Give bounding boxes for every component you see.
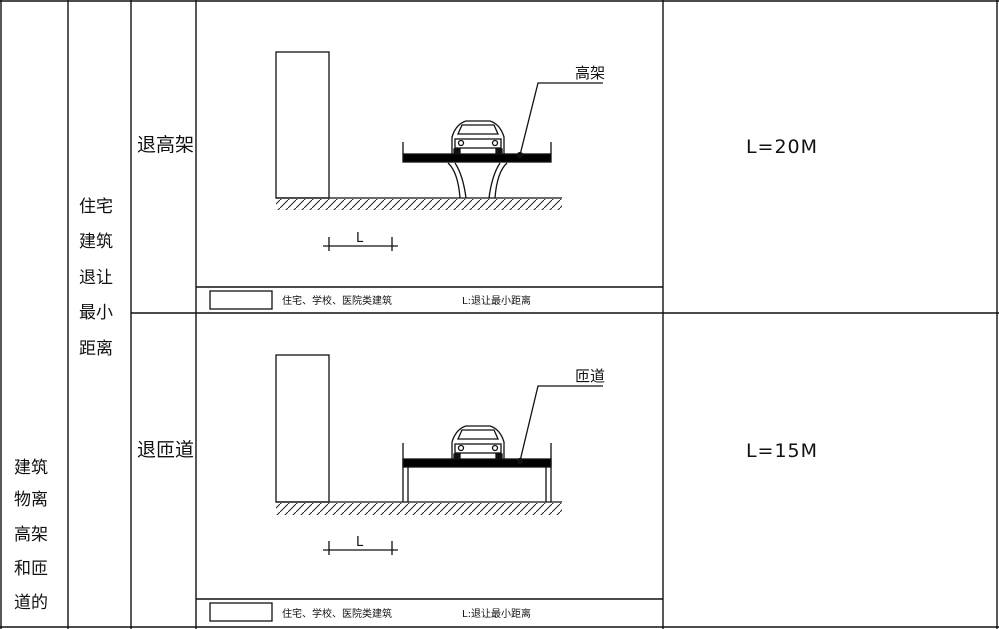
car-icon [451, 425, 505, 460]
ground-hatch [276, 503, 562, 515]
sub-label: 住宅 建筑 退让 最小 距离 [79, 197, 113, 359]
group-label-line: 物离 [14, 490, 48, 510]
legend-distance-text: L:退让最小距离 [462, 607, 531, 620]
structure-label-ramp: 匝道 [575, 367, 605, 385]
pier-inner-right [488, 162, 501, 199]
legend-building-box [209, 602, 273, 622]
requirement-value-elevated: L=20M [746, 136, 818, 158]
car-icon [451, 120, 505, 155]
building-shape [275, 354, 330, 503]
legend-building-text: 住宅、学校、医院类建筑 [282, 294, 392, 307]
sub-label-line: 建筑 [79, 232, 113, 252]
group-label-line: 和匝 [14, 559, 48, 579]
sub-label-line: 最小 [79, 303, 113, 323]
leader-line [519, 385, 603, 462]
legend-building-box [209, 290, 273, 310]
dimension-label-ramp: L [356, 535, 364, 550]
ramp-deck [402, 458, 552, 468]
group-label-line: 建筑 [14, 458, 48, 478]
ground-hatch [276, 199, 562, 210]
diagram-ramp [209, 354, 603, 622]
sub-label-line: 距离 [79, 339, 113, 359]
group-label-line: 道的 [14, 593, 48, 613]
legend-distance-text: L:退让最小距离 [462, 294, 531, 307]
group-label-line: 高架 [14, 525, 48, 545]
structure-label-elevated: 高架 [575, 64, 605, 82]
category-label-elevated: 退高架 [137, 134, 194, 156]
building-shape [275, 51, 330, 199]
category-label-ramp: 退匝道 [137, 439, 194, 461]
group-label: 建筑 物离 高架 和匝 道的 [14, 458, 48, 613]
legend-building-text: 住宅、学校、医院类建筑 [282, 607, 392, 620]
sub-label-line: 退让 [79, 268, 113, 288]
sub-label-line: 住宅 [79, 197, 113, 217]
elevated-deck [402, 153, 552, 163]
pier-left [447, 162, 461, 199]
leader-line [519, 82, 603, 156]
diagram-elevated [209, 51, 603, 310]
pier-right [494, 162, 508, 199]
requirement-value-ramp: L=15M [746, 440, 818, 462]
dimension-label-elevated: L [356, 231, 364, 246]
pier-inner-left [454, 162, 467, 199]
